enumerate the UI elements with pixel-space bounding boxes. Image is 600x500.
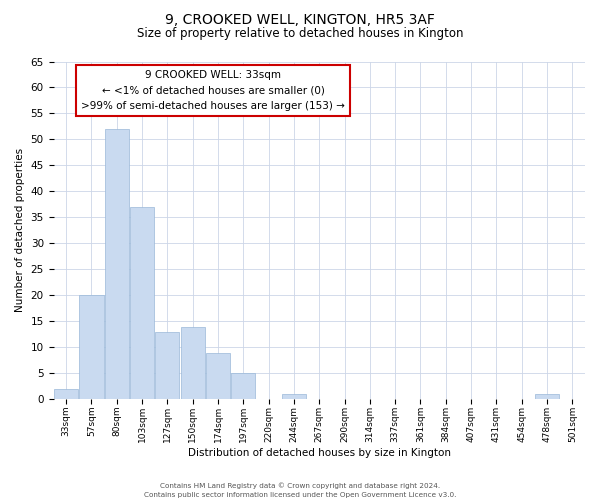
Text: 9 CROOKED WELL: 33sqm
← <1% of detached houses are smaller (0)
>99% of semi-deta: 9 CROOKED WELL: 33sqm ← <1% of detached … xyxy=(81,70,345,111)
Bar xyxy=(54,389,78,400)
Text: Contains HM Land Registry data © Crown copyright and database right 2024.: Contains HM Land Registry data © Crown c… xyxy=(160,482,440,489)
Text: 9, CROOKED WELL, KINGTON, HR5 3AF: 9, CROOKED WELL, KINGTON, HR5 3AF xyxy=(165,12,435,26)
Text: Size of property relative to detached houses in Kington: Size of property relative to detached ho… xyxy=(137,28,463,40)
Text: Contains public sector information licensed under the Open Government Licence v3: Contains public sector information licen… xyxy=(144,492,456,498)
Bar xyxy=(206,352,230,400)
Bar xyxy=(105,129,129,400)
Bar xyxy=(535,394,559,400)
Y-axis label: Number of detached properties: Number of detached properties xyxy=(15,148,25,312)
Bar xyxy=(79,296,104,400)
Bar xyxy=(155,332,179,400)
Bar xyxy=(232,374,256,400)
Bar xyxy=(181,326,205,400)
X-axis label: Distribution of detached houses by size in Kington: Distribution of detached houses by size … xyxy=(188,448,451,458)
Bar xyxy=(130,207,154,400)
Bar xyxy=(282,394,306,400)
